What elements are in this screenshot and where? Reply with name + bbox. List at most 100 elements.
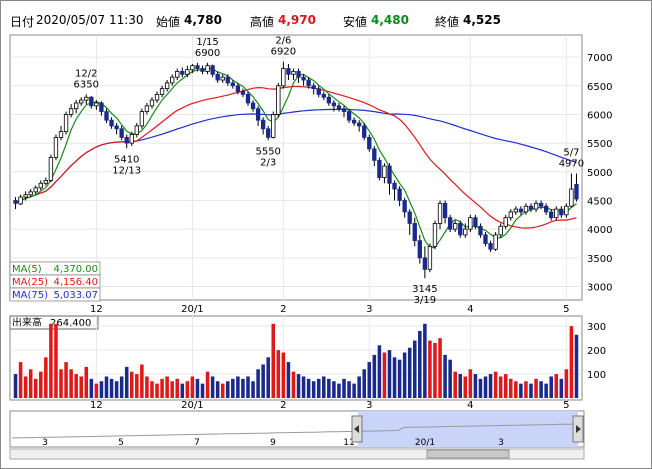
volume-bar <box>69 369 73 398</box>
chevron-right-icon <box>576 425 581 433</box>
x-tick-label: 3 <box>366 400 372 411</box>
candle-body <box>210 65 215 75</box>
candle-body <box>170 76 175 84</box>
candle-body <box>296 71 301 78</box>
volume-bar <box>412 340 417 398</box>
volume-bar <box>458 374 463 398</box>
price-grid <box>10 35 582 300</box>
volume-bar <box>377 345 382 398</box>
volume-bar <box>124 366 129 398</box>
candle-body <box>306 79 311 87</box>
ma-legend-label: MA(25) <box>12 277 48 288</box>
x-tick-label: 12 <box>90 400 103 411</box>
candle-body <box>311 85 316 90</box>
candle-body <box>245 93 251 104</box>
annotation-line2: 3/19 <box>414 295 436 306</box>
date-value: 2020/05/07 11:30 <box>36 13 144 27</box>
volume-bar <box>236 376 240 398</box>
candle-body <box>447 217 453 230</box>
navigator-scrollbar[interactable] <box>9 448 585 460</box>
price-tick-label: 4500 <box>587 196 612 207</box>
volume-tick-label: 100 <box>587 370 606 381</box>
volume-bar <box>549 376 553 398</box>
volume-bar <box>226 381 230 398</box>
candle-body <box>478 225 483 236</box>
volume-bar <box>200 383 205 398</box>
candle-body <box>397 188 402 201</box>
candle-body <box>89 96 94 107</box>
annotation-line2: 6350 <box>74 79 99 90</box>
candle-body <box>392 182 397 190</box>
candle-body <box>185 69 190 75</box>
navigator-selection[interactable] <box>358 411 578 447</box>
ma-legend-value: 4,156.40 <box>53 277 98 288</box>
candle-body <box>351 119 357 124</box>
price-tick-label: 6000 <box>587 110 612 121</box>
volume-bar <box>539 381 543 398</box>
volume-bar <box>468 369 473 398</box>
candle-body <box>453 223 458 230</box>
candle-body <box>114 125 119 130</box>
volume-bar <box>529 383 533 398</box>
volume-bar <box>33 378 38 398</box>
date-label: 日付 <box>10 15 35 29</box>
volume-bar <box>140 364 144 398</box>
price-tick-label: 5500 <box>587 139 612 150</box>
candle-body <box>230 82 235 87</box>
volume-bar <box>534 378 538 398</box>
volume-bar <box>210 376 215 398</box>
volume-bar <box>463 376 468 398</box>
candle-body <box>422 257 428 270</box>
volume-bar <box>251 381 255 398</box>
annotation-line2: 4970 <box>559 159 584 170</box>
volume-bar <box>301 376 306 398</box>
candle-body <box>33 187 38 193</box>
candle-body <box>301 76 306 81</box>
annotation-line1: 3145 <box>412 284 437 295</box>
candle-body <box>23 194 28 198</box>
candle-body <box>53 136 59 158</box>
volume-bar <box>165 376 169 398</box>
volume-bar <box>397 359 402 398</box>
annotation-line2: 2/3 <box>260 157 276 168</box>
volume-bar <box>362 369 366 398</box>
ma-legend-label: MA(5) <box>12 264 42 275</box>
candle-body <box>503 217 508 227</box>
candle-body <box>346 111 352 121</box>
volume-bar <box>185 381 190 398</box>
volume-panel-frame <box>9 315 583 401</box>
ma-legend-label: MA(75) <box>12 290 48 301</box>
candle-body <box>483 234 488 244</box>
volume-bar <box>443 354 447 398</box>
x-axis-volume: 12 20/1 2 3 4 5 <box>90 400 570 411</box>
volume-bar <box>554 374 559 398</box>
volume-bar <box>170 381 174 398</box>
candle-body <box>200 68 205 72</box>
x-tick-label: 12 <box>90 304 103 315</box>
candle-body <box>458 223 463 236</box>
candle-body <box>326 96 332 104</box>
annotation-line1: 12/2 <box>75 68 97 79</box>
ma25-line <box>15 85 577 229</box>
candle-body <box>149 99 155 107</box>
candle-body <box>175 71 180 78</box>
candle-body <box>139 111 145 127</box>
volume-bar <box>296 374 301 398</box>
volume-bar <box>316 378 321 398</box>
candle-body <box>260 119 266 130</box>
candle-body <box>134 125 139 135</box>
volume-bar <box>453 371 457 398</box>
volume-bar <box>311 381 316 398</box>
candle-body <box>387 165 392 184</box>
candle-body <box>205 65 210 72</box>
annotation-line1: 5/7 <box>563 148 579 159</box>
volume-bar <box>438 338 442 398</box>
volume-tick-label: 200 <box>587 346 606 357</box>
volume-bar <box>44 357 48 398</box>
navigator-scroll-thumb[interactable] <box>426 449 510 459</box>
x-tick-label: 2 <box>280 304 286 315</box>
volume-bar <box>357 376 361 398</box>
ma75-line <box>15 108 577 204</box>
candle-body <box>28 191 33 196</box>
